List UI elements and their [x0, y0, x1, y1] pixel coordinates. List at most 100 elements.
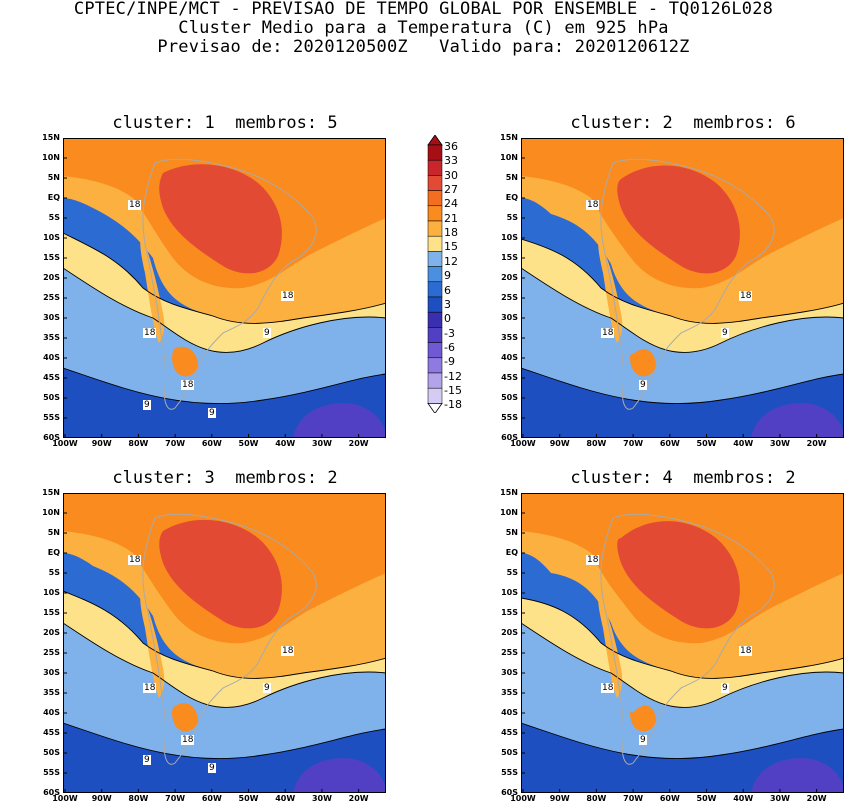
lat-label: 25S — [43, 293, 60, 302]
lon-label: 80W — [128, 794, 149, 803]
contour-label: 9 — [263, 328, 271, 338]
colorbar-swatch — [427, 205, 443, 222]
field-andes — [598, 239, 623, 343]
field-cool — [521, 268, 844, 404]
contour-18 — [521, 238, 844, 324]
contour-label: 18 — [181, 380, 195, 390]
lat-label: 60S — [43, 788, 60, 797]
lat-label: 25S — [501, 648, 518, 657]
contour-9-south — [521, 367, 844, 405]
lat-label: 5S — [506, 568, 518, 577]
lat-label: 55S — [501, 413, 518, 422]
colorbar-swatch — [427, 220, 443, 237]
map-frame — [63, 493, 386, 793]
colorbar-label: -15 — [444, 384, 462, 398]
lat-label: 10S — [501, 588, 518, 597]
lon-label: 30W — [311, 439, 332, 448]
field-violet — [751, 758, 844, 793]
lon-label: 100W — [510, 794, 536, 803]
lat-label: EQ — [47, 193, 60, 202]
lon-label: 70W — [623, 439, 644, 448]
lat-label: 30S — [43, 668, 60, 677]
contour-label: 9 — [721, 328, 729, 338]
lat-label: 50S — [43, 393, 60, 402]
colorbar-swatch — [427, 159, 443, 176]
lat-label: 10N — [42, 508, 60, 517]
lat-label: 15N — [42, 133, 60, 142]
map-frame — [521, 138, 844, 438]
colorbar-label: 24 — [444, 197, 458, 211]
lat-label: 40S — [43, 708, 60, 717]
colorbar-label: -6 — [444, 340, 455, 354]
panel-3-title: cluster: 3 membros: 2 — [112, 468, 338, 488]
lat-label: EQ — [505, 548, 518, 557]
temperature-colorbar: 36 33 30 27 24 21 18 15 12 9 6 3 0 -3 -6 -9 -12 -15 -18 — [425, 134, 462, 417]
lat-label: 10S — [501, 233, 518, 242]
field-pale — [63, 233, 386, 353]
field-hot — [159, 519, 282, 629]
contour-label: 18 — [586, 555, 600, 565]
lat-label: 35S — [43, 333, 60, 342]
lat-label: 10S — [43, 233, 60, 242]
lat-label: 20S — [43, 628, 60, 637]
lat-label: 45S — [43, 728, 60, 737]
field-patagonia — [172, 346, 198, 377]
lat-label: 30S — [43, 313, 60, 322]
contour-9 — [63, 267, 386, 353]
lat-label: 5N — [505, 528, 518, 537]
lon-label: 40W — [275, 794, 296, 803]
lon-label: 30W — [769, 439, 790, 448]
field-patagonia — [630, 349, 656, 377]
header-line-2: Cluster Medio para a Temperatura (C) em … — [178, 18, 669, 38]
lat-label: 5N — [47, 173, 60, 182]
field-cool — [521, 623, 844, 759]
lon-label: 90W — [91, 794, 112, 803]
figure-header: CPTEC/INPE/MCT - PREVISAO DE TEMPO GLOBA… — [0, 0, 847, 57]
header-line-1: CPTEC/INPE/MCT - PREVISAO DE TEMPO GLOBA… — [73, 0, 774, 19]
lat-label: 50S — [501, 748, 518, 757]
lon-label: 70W — [623, 794, 644, 803]
colorbar-label: 15 — [444, 240, 458, 254]
lat-label: 5N — [505, 173, 518, 182]
temperature-map — [521, 138, 844, 438]
lat-label: 40S — [501, 353, 518, 362]
field-hot — [159, 164, 282, 274]
lon-label: 90W — [91, 439, 112, 448]
lat-label: 15S — [501, 608, 518, 617]
map-panel-cluster-4: 15N 10N 5N EQ 5S 10S 15S 20S 25S 30S 35S 40S 45S 50S 5… — [500, 488, 844, 803]
colorbar-label: -12 — [444, 369, 462, 383]
lon-label: 50W — [238, 439, 259, 448]
contour-9 — [521, 622, 844, 708]
lon-label: 50W — [238, 794, 259, 803]
colorbar-swatch — [427, 372, 443, 389]
contour-label: 18 — [281, 646, 295, 656]
lon-label: 20W — [806, 439, 827, 448]
lat-label: 50S — [43, 748, 60, 757]
contour-9 — [521, 267, 844, 353]
map-panel-cluster-2: 15N 10N 5N EQ 5S 10S 15S 20S 25S 30S 35S 40S 45S 50S 5… — [500, 133, 844, 448]
contour-label: 18 — [586, 200, 600, 210]
lat-label: 45S — [501, 728, 518, 737]
colorbar-label: -18 — [444, 398, 462, 412]
lat-label: 35S — [501, 333, 518, 342]
colorbar-label: 9 — [444, 269, 451, 283]
lat-label: 55S — [43, 413, 60, 422]
contour-label: 9 — [208, 763, 216, 773]
lon-label: 20W — [348, 439, 369, 448]
colorbar-label: 6 — [444, 283, 451, 297]
lat-label: 10S — [43, 588, 60, 597]
lon-label: 100W — [52, 439, 78, 448]
contour-label: 9 — [639, 735, 647, 745]
contour-18 — [521, 597, 844, 679]
field-violet — [293, 758, 386, 793]
panel-4-title: cluster: 4 membros: 2 — [570, 468, 796, 488]
colorbar-swatch — [427, 296, 443, 313]
colorbar-swatch — [427, 357, 443, 374]
lat-label: 40S — [43, 353, 60, 362]
panel-1-title: cluster: 1 membros: 5 — [112, 113, 338, 133]
lon-label: 90W — [549, 794, 570, 803]
map-frame — [521, 493, 844, 793]
colorbar-label: 18 — [444, 226, 458, 240]
lon-label: 50W — [696, 794, 717, 803]
field-cool — [63, 268, 386, 404]
